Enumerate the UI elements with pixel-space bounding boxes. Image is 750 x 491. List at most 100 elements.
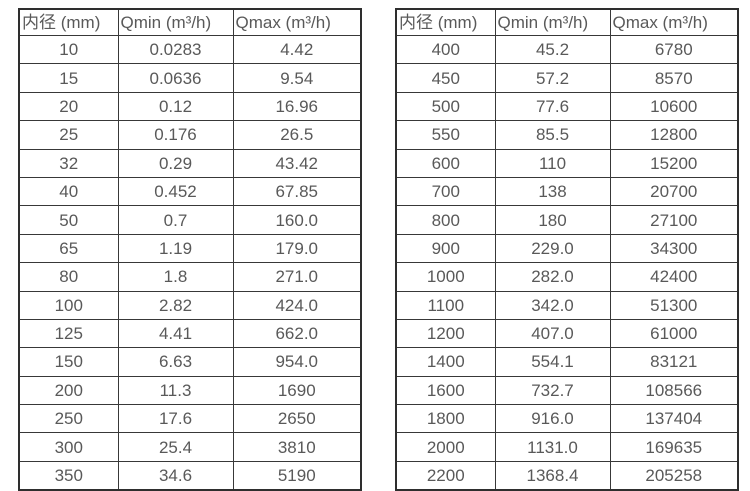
table-cell: 450: [395, 63, 496, 93]
column-header: 内径 (mm): [395, 8, 496, 36]
table-cell: 0.12: [117, 91, 234, 122]
table-cell: 160.0: [232, 205, 362, 235]
flow-range-table-small-diameters: 内径 (mm) Qmin (m³/h) Qmax (m³/h) 10 0.0283 4.…: [18, 8, 362, 491]
table-cell: 6.63: [117, 347, 234, 377]
table-cell: 1000: [395, 262, 496, 292]
table-cell: 1.8: [117, 262, 234, 292]
table-body: 400 45.2 6780 450 57.2 8570 500 77.6 10600 550 85.…: [395, 34, 739, 491]
table-cell: 600: [395, 148, 496, 178]
table-cell: 554.1: [494, 347, 611, 377]
table-cell: 250: [18, 404, 119, 434]
table-cell: 67.85: [232, 176, 362, 207]
table-cell: 0.176: [117, 120, 234, 150]
column-header: Qmin (m³/h): [117, 8, 234, 36]
table-cell: 11.3: [117, 375, 234, 406]
table-cell: 2.82: [117, 290, 234, 320]
table-cell: 350: [18, 460, 119, 491]
table-cell: 1.19: [117, 233, 234, 264]
table-cell: 20700: [609, 176, 739, 207]
table-cell: 5190: [232, 460, 362, 491]
table-cell: 15200: [609, 148, 739, 178]
table-cell: 83121: [609, 347, 739, 377]
table-row: 1800 916.0 137404: [395, 404, 739, 434]
table-cell: 80: [18, 262, 119, 292]
table-cell: 27100: [609, 205, 739, 235]
table-row: 550 85.5 12800: [395, 120, 739, 150]
table-cell: 51300: [609, 290, 739, 320]
table-row: 20 0.12 16.96: [18, 91, 362, 122]
table-cell: 1368.4: [494, 460, 611, 491]
table-cell: 45.2: [494, 34, 611, 65]
table-cell: 0.452: [117, 176, 234, 207]
table-cell: 77.6: [494, 91, 611, 122]
table-row: 80 1.8 271.0: [18, 262, 362, 292]
table-cell: 150: [18, 347, 119, 377]
table-row: 100 2.82 424.0: [18, 290, 362, 320]
table-cell: 1400: [395, 347, 496, 377]
table-cell: 800: [395, 205, 496, 235]
table-cell: 85.5: [494, 120, 611, 150]
table-cell: 400: [395, 34, 496, 65]
table-cell: 916.0: [494, 404, 611, 434]
table-row: 10 0.0283 4.42: [18, 34, 362, 65]
table-cell: 4.42: [232, 34, 362, 65]
table-row: 200 11.3 1690: [18, 375, 362, 406]
table-row: 50 0.7 160.0: [18, 205, 362, 235]
table-cell: 50: [18, 205, 119, 235]
table-cell: 0.7: [117, 205, 234, 235]
table-cell: 125: [18, 318, 119, 349]
table-cell: 179.0: [232, 233, 362, 264]
table-cell: 0.29: [117, 148, 234, 178]
table-row: 1200 407.0 61000: [395, 318, 739, 349]
table-cell: 550: [395, 120, 496, 150]
table-row: 15 0.0636 9.54: [18, 63, 362, 93]
table-cell: 1800: [395, 404, 496, 434]
table-cell: 2000: [395, 432, 496, 462]
table-cell: 110: [494, 148, 611, 178]
column-header: Qmax (m³/h): [232, 8, 362, 36]
table-cell: 16.96: [232, 91, 362, 122]
table-row: 450 57.2 8570: [395, 63, 739, 93]
table-cell: 8570: [609, 63, 739, 93]
table-cell: 42400: [609, 262, 739, 292]
table-cell: 200: [18, 375, 119, 406]
table-cell: 108566: [609, 375, 739, 406]
table-row: 600 110 15200: [395, 148, 739, 178]
table-cell: 732.7: [494, 375, 611, 406]
table-cell: 34.6: [117, 460, 234, 491]
table-cell: 10600: [609, 91, 739, 122]
table-cell: 25: [18, 120, 119, 150]
table-cell: 17.6: [117, 404, 234, 434]
flow-range-table-large-diameters: 内径 (mm) Qmin (m³/h) Qmax (m³/h) 400 45.2 678…: [395, 8, 739, 491]
table-row: 500 77.6 10600: [395, 91, 739, 122]
table-cell: 138: [494, 176, 611, 207]
table-cell: 15: [18, 63, 119, 93]
table-cell: 43.42: [232, 148, 362, 178]
table-row: 300 25.4 3810: [18, 432, 362, 462]
table-cell: 500: [395, 91, 496, 122]
table-cell: 26.5: [232, 120, 362, 150]
table-cell: 2650: [232, 404, 362, 434]
table-row: 1100 342.0 51300: [395, 290, 739, 320]
table-row: 40 0.452 67.85: [18, 176, 362, 207]
table-cell: 2200: [395, 460, 496, 491]
table-cell: 40: [18, 176, 119, 207]
header-row: 内径 (mm) Qmin (m³/h) Qmax (m³/h): [395, 8, 739, 36]
table-cell: 20: [18, 91, 119, 122]
table-cell: 180: [494, 205, 611, 235]
table-cell: 25.4: [117, 432, 234, 462]
table-row: 250 17.6 2650: [18, 404, 362, 434]
table-cell: 229.0: [494, 233, 611, 264]
table-cell: 4.41: [117, 318, 234, 349]
table-row: 150 6.63 954.0: [18, 347, 362, 377]
table-cell: 300: [18, 432, 119, 462]
table-body: 10 0.0283 4.42 15 0.0636 9.54 20 0.12 16.96 25 0.1…: [18, 34, 362, 491]
table-row: 1400 554.1 83121: [395, 347, 739, 377]
table-cell: 61000: [609, 318, 739, 349]
table-row: 1000 282.0 42400: [395, 262, 739, 292]
table-row: 32 0.29 43.42: [18, 148, 362, 178]
table-cell: 900: [395, 233, 496, 264]
table-cell: 9.54: [232, 63, 362, 93]
column-header: Qmin (m³/h): [494, 8, 611, 36]
